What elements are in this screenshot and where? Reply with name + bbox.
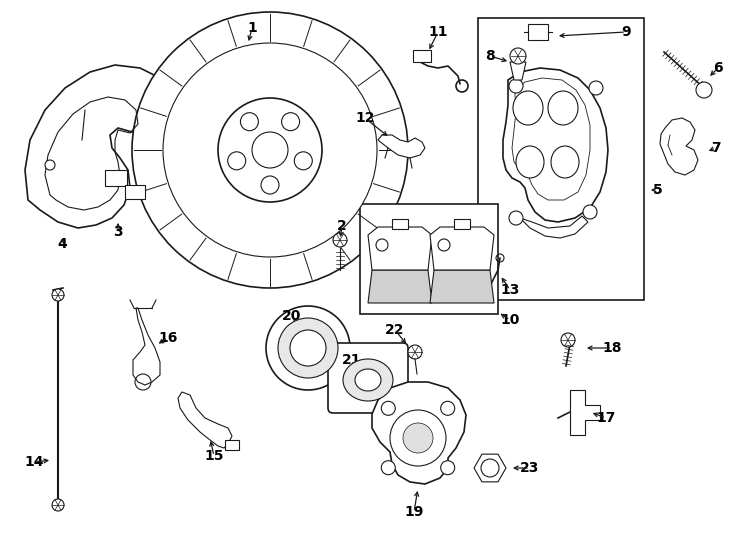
- Circle shape: [52, 289, 64, 301]
- Circle shape: [561, 333, 575, 347]
- Circle shape: [228, 152, 246, 170]
- Circle shape: [509, 211, 523, 225]
- Text: 18: 18: [603, 341, 622, 355]
- Circle shape: [278, 318, 338, 378]
- Polygon shape: [368, 270, 432, 303]
- Bar: [125, 185, 145, 199]
- Circle shape: [333, 233, 347, 247]
- Circle shape: [440, 401, 454, 415]
- Polygon shape: [660, 118, 698, 175]
- Bar: [360, 204, 498, 314]
- Circle shape: [481, 459, 499, 477]
- Text: 19: 19: [404, 505, 424, 519]
- Polygon shape: [368, 227, 432, 270]
- Text: 2: 2: [337, 219, 347, 233]
- Text: 16: 16: [159, 331, 178, 345]
- Circle shape: [381, 401, 396, 415]
- Bar: [413, 50, 431, 62]
- Circle shape: [509, 79, 523, 93]
- Text: 5: 5: [653, 183, 663, 197]
- Text: 13: 13: [501, 283, 520, 297]
- Text: 15: 15: [204, 449, 224, 463]
- Circle shape: [290, 330, 326, 366]
- Ellipse shape: [551, 146, 579, 178]
- Polygon shape: [378, 135, 425, 158]
- Circle shape: [440, 461, 454, 475]
- Circle shape: [583, 205, 597, 219]
- Circle shape: [241, 113, 258, 131]
- Ellipse shape: [355, 369, 381, 391]
- Circle shape: [589, 81, 603, 95]
- Bar: [528, 24, 548, 40]
- Circle shape: [45, 160, 55, 170]
- Text: 9: 9: [621, 25, 631, 39]
- Bar: [105, 170, 127, 186]
- Text: 3: 3: [113, 225, 123, 239]
- Ellipse shape: [516, 146, 544, 178]
- Circle shape: [266, 306, 350, 390]
- Circle shape: [163, 43, 377, 257]
- Circle shape: [376, 239, 388, 251]
- Text: 21: 21: [342, 353, 362, 367]
- Text: 11: 11: [428, 25, 448, 39]
- Ellipse shape: [548, 91, 578, 125]
- Text: 20: 20: [283, 309, 302, 323]
- Text: 4: 4: [57, 237, 67, 251]
- Ellipse shape: [513, 91, 543, 125]
- Circle shape: [408, 345, 422, 359]
- Polygon shape: [520, 216, 588, 238]
- Circle shape: [218, 98, 322, 202]
- Polygon shape: [510, 62, 526, 80]
- Circle shape: [252, 132, 288, 168]
- Polygon shape: [372, 382, 466, 484]
- Bar: [454, 219, 470, 229]
- Circle shape: [381, 461, 396, 475]
- Ellipse shape: [343, 359, 393, 401]
- Text: 17: 17: [596, 411, 616, 425]
- Circle shape: [403, 423, 433, 453]
- Text: 12: 12: [355, 111, 375, 125]
- Circle shape: [294, 152, 312, 170]
- Polygon shape: [25, 65, 168, 228]
- Text: 14: 14: [24, 455, 44, 469]
- Circle shape: [696, 82, 712, 98]
- Polygon shape: [430, 270, 494, 303]
- Polygon shape: [570, 390, 600, 435]
- Circle shape: [132, 12, 408, 288]
- Circle shape: [261, 176, 279, 194]
- Bar: [225, 440, 239, 450]
- Text: 23: 23: [520, 461, 539, 475]
- Polygon shape: [430, 227, 494, 270]
- Circle shape: [438, 239, 450, 251]
- Text: 22: 22: [385, 323, 404, 337]
- Polygon shape: [503, 68, 608, 222]
- Circle shape: [282, 113, 299, 131]
- Text: 6: 6: [713, 61, 723, 75]
- Circle shape: [52, 499, 64, 511]
- Circle shape: [510, 48, 526, 64]
- Text: 1: 1: [247, 21, 257, 35]
- Bar: [392, 219, 408, 229]
- Text: 7: 7: [711, 141, 721, 155]
- Text: 10: 10: [501, 313, 520, 327]
- Bar: [478, 18, 644, 300]
- Circle shape: [390, 410, 446, 466]
- Text: 8: 8: [485, 49, 495, 63]
- FancyBboxPatch shape: [328, 343, 408, 413]
